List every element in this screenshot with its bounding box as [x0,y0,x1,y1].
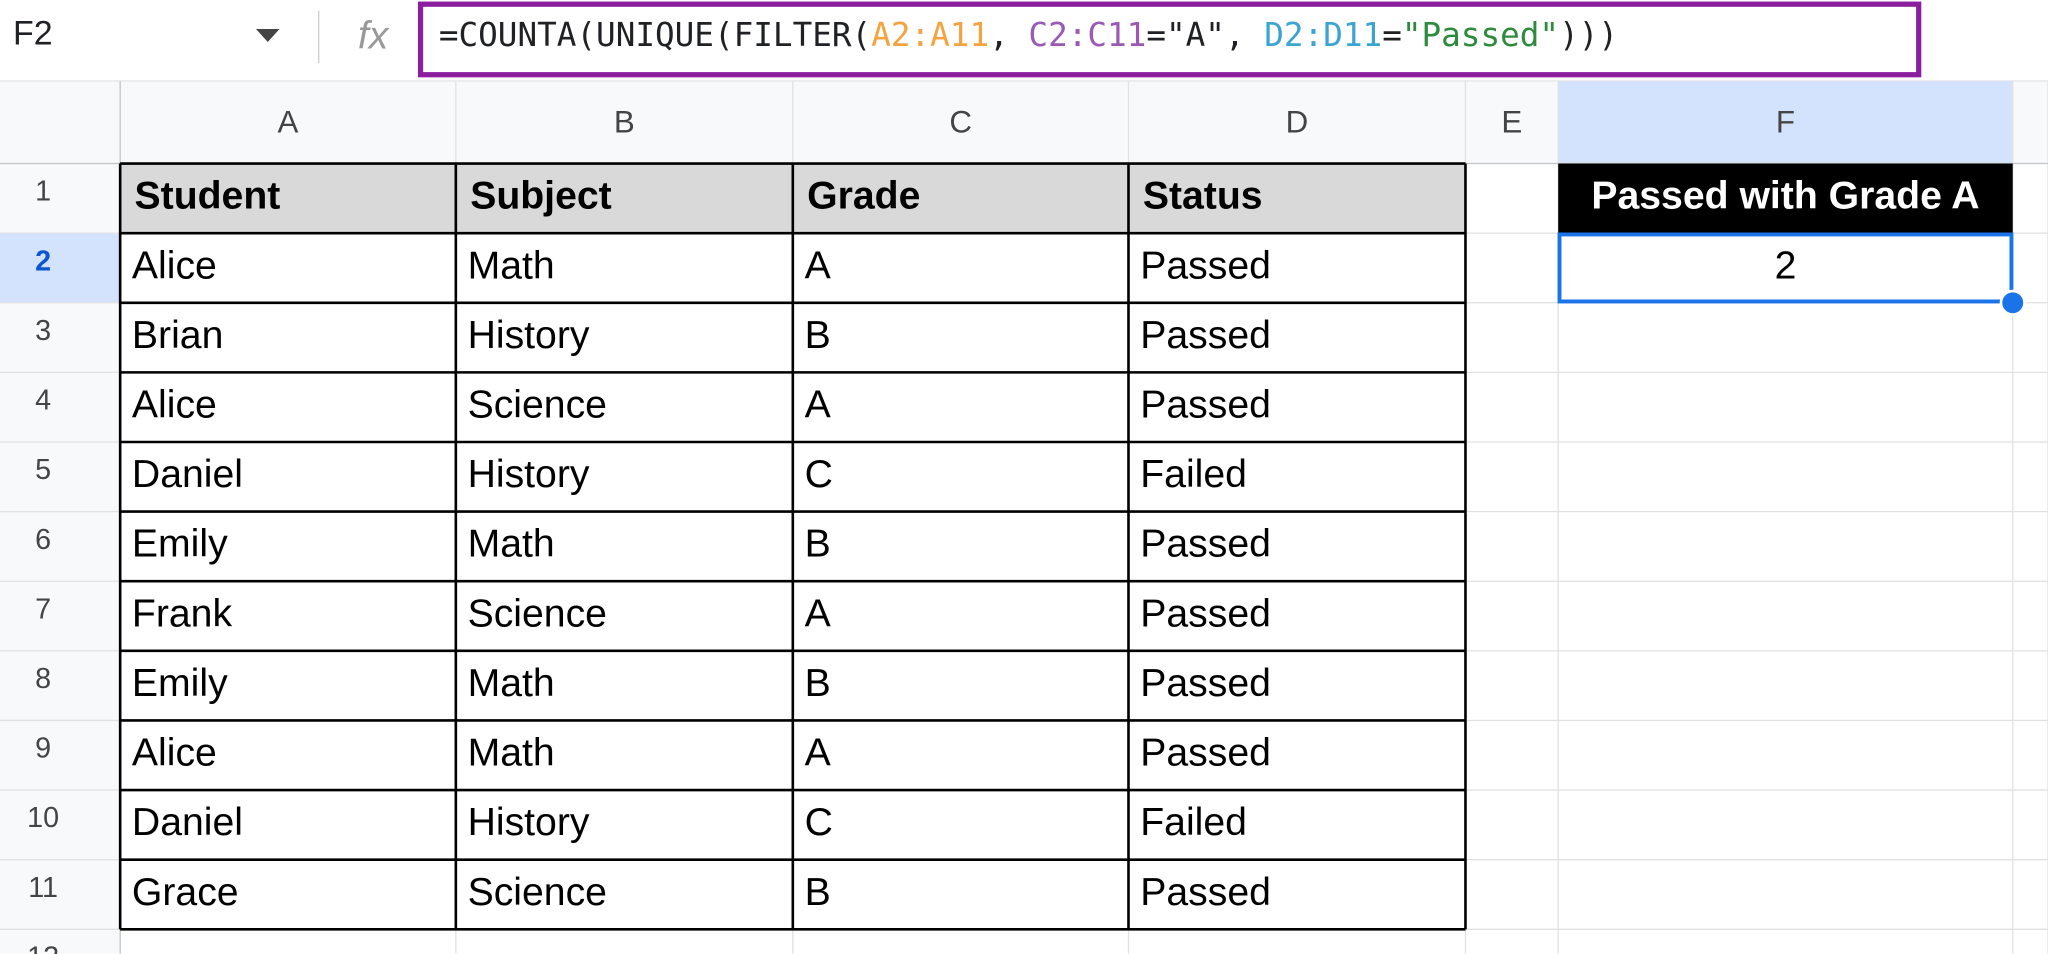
table-cell: Passed [1140,384,1271,427]
row-header: 1 [35,176,51,208]
table-cell: Daniel [132,801,243,844]
table-header-cell: Status [1143,175,1263,218]
row-header: 11 [28,872,58,904]
table-cell: Passed [1140,592,1271,635]
row-header: 3 [35,315,51,347]
table-cell: Passed [1140,732,1271,775]
table-cell: A [805,384,832,427]
table-cell: Math [468,523,555,566]
table-cell: Grace [132,871,239,914]
formula-token: D2:D11 [1264,16,1382,54]
fill-handle[interactable] [1999,289,2026,316]
row-header: 8 [35,663,51,695]
table-cell: Science [468,384,607,427]
table-cell: Passed [1140,871,1271,914]
row-header: 9 [35,733,51,765]
table-header-cell: Subject [470,175,611,218]
table-cell: Failed [1140,801,1247,844]
formula-token: C2:C11 [1028,16,1146,54]
selected-column-header [1558,81,2013,164]
table-cell: Science [468,871,607,914]
row-header: 12 [27,941,59,954]
column-header: E [1501,105,1522,140]
result-value: 2 [1775,244,1797,287]
table-cell: Alice [132,732,217,775]
table-cell: Emily [132,662,228,705]
table-cell: Math [468,244,555,287]
formula-text: =COUNTA(UNIQUE(FILTER(A2:A11, C2:C11="A"… [439,16,1618,54]
selected-row-header [0,233,121,303]
table-cell: Math [468,732,555,775]
table-cell: Passed [1140,662,1271,705]
table-cell: History [468,453,590,496]
row-header: 2 [35,245,51,277]
table-cell: Alice [132,384,217,427]
row-header: 6 [35,524,51,556]
formula-token: A2:A11 [871,16,989,54]
table-cell: Brian [132,314,223,357]
table-cell: B [805,662,831,705]
column-header: A [278,105,299,140]
column-header: C [949,105,972,140]
fx-icon: fx [358,14,390,57]
formula-token: , [989,16,1028,54]
formula-token: = [1382,16,1402,54]
table-cell: Passed [1140,523,1271,566]
table-cell: History [468,314,590,357]
row-header: 10 [27,802,59,834]
selected-cell[interactable] [1557,232,2014,304]
grid: ABCDEF123456789101112StudentSubjectGrade… [0,81,2048,954]
table-cell: B [805,523,831,566]
row-header: 4 [35,385,51,417]
table-cell: C [805,801,833,844]
table-cell: A [805,592,832,635]
table-cell: Passed [1140,314,1271,357]
formula-token: =COUNTA(UNIQUE(FILTER( [439,16,871,54]
formula-token: "Passed" [1402,16,1559,54]
table-cell: Daniel [132,453,243,496]
table-cell: B [805,314,831,357]
table-cell: Frank [132,592,233,635]
name-box-dropdown[interactable] [256,29,280,43]
table-cell: Science [468,592,607,635]
table-cell: A [805,244,832,287]
column-header: D [1286,105,1309,140]
row-header: 7 [35,593,51,625]
table-cell: Math [468,662,555,705]
formula-token: ))) [1559,16,1618,54]
formula-input[interactable] [417,1,1922,78]
result-header-bg [1558,163,2013,234]
table-header-cell: Grade [807,175,920,218]
table-header-cell: Student [135,175,281,218]
table-cell: C [805,453,833,496]
column-header: B [614,105,635,140]
row-header: 5 [35,454,51,486]
formula-token: ="A", [1146,16,1264,54]
table-cell: Failed [1140,453,1247,496]
table-cell: B [805,871,831,914]
table-cell: History [468,801,590,844]
table-cell: Alice [132,244,217,287]
column-header: F [1776,105,1795,140]
result-header: Passed with Grade A [1591,175,1979,218]
table-cell: Emily [132,523,228,566]
table-cell: A [805,732,832,775]
table-cell: Passed [1140,244,1271,287]
name-box[interactable]: F2 [13,14,53,52]
